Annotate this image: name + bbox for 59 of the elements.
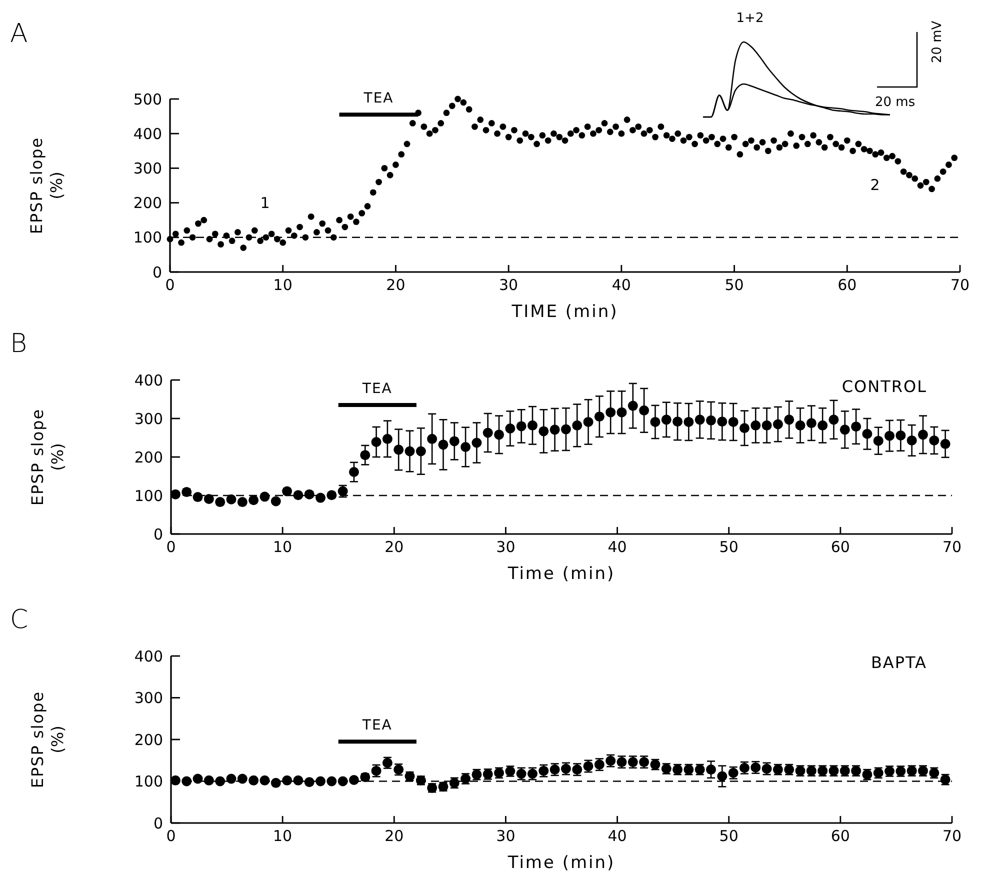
annotation: 1 bbox=[260, 194, 270, 212]
y-tick-label: 200 bbox=[133, 194, 162, 212]
x-tick-label: 50 bbox=[719, 827, 738, 845]
y-tick-label: 0 bbox=[153, 525, 163, 544]
y-axis-title: EPSP slope (%) bbox=[28, 690, 67, 788]
x-tick-label: 20 bbox=[384, 538, 404, 556]
y-axis-title: EPSP slope (%) bbox=[28, 408, 67, 506]
y-tick-label: 100 bbox=[134, 772, 163, 790]
x-tick-label: 0 bbox=[165, 276, 175, 294]
series-label: TEA bbox=[362, 90, 394, 107]
x-tick-label: 40 bbox=[608, 827, 627, 845]
y-tick-label: 100 bbox=[133, 228, 162, 247]
x-tick-label: 10 bbox=[273, 827, 292, 845]
y-tick-label: 400 bbox=[134, 371, 163, 390]
y-tick-label: 300 bbox=[134, 410, 163, 428]
x-tick-label: 60 bbox=[838, 276, 857, 294]
x-axis-title: Time (min) bbox=[506, 853, 616, 873]
x-tick-label: 30 bbox=[496, 827, 516, 845]
x-tick-label: 10 bbox=[273, 276, 292, 294]
annotation: 20 ms bbox=[875, 95, 916, 110]
y-tick-label: 300 bbox=[133, 159, 162, 178]
x-tick-label: 30 bbox=[496, 538, 516, 556]
chart-title: A bbox=[10, 19, 28, 49]
x-tick-label: 70 bbox=[942, 538, 962, 556]
x-tick-label: 70 bbox=[950, 276, 970, 294]
chart-title: C bbox=[10, 605, 28, 635]
x-tick-label: 20 bbox=[384, 827, 404, 845]
x-axis-title: TIME (min) bbox=[510, 302, 618, 322]
x-tick-label: 60 bbox=[830, 827, 850, 845]
x-tick-label: 0 bbox=[166, 827, 176, 845]
x-tick-label: 70 bbox=[942, 827, 962, 845]
x-tick-label: 20 bbox=[386, 276, 406, 294]
y-tick-label: 0 bbox=[152, 263, 162, 282]
y-axis-title: EPSP slope (%) bbox=[27, 136, 66, 234]
x-tick-label: 50 bbox=[724, 276, 744, 294]
y-tick-label: 400 bbox=[134, 647, 163, 666]
x-tick-label: 40 bbox=[608, 538, 627, 556]
chart-subtitle: CONTROL bbox=[842, 377, 927, 396]
y-tick-label: 400 bbox=[133, 124, 162, 143]
x-tick-label: 30 bbox=[499, 276, 518, 294]
y-tick-label: 0 bbox=[153, 814, 163, 832]
series-label: TEA bbox=[361, 381, 392, 398]
chart-subtitle: BAPTA bbox=[870, 653, 927, 672]
y-tick-label: 300 bbox=[134, 689, 163, 707]
x-tick-label: 0 bbox=[166, 538, 176, 556]
y-tick-label: 200 bbox=[134, 448, 163, 466]
x-tick-label: 40 bbox=[612, 276, 631, 294]
x-tick-label: 50 bbox=[719, 538, 738, 556]
x-tick-label: 10 bbox=[273, 538, 292, 556]
y-tick-label: 500 bbox=[133, 90, 162, 108]
x-tick-label: 60 bbox=[830, 538, 850, 556]
x-axis-title: Time (min) bbox=[506, 564, 616, 584]
y-tick-label: 100 bbox=[134, 486, 163, 505]
y-tick-label: 200 bbox=[134, 730, 163, 749]
annotation: 2 bbox=[870, 176, 880, 194]
text: 20 mV bbox=[930, 20, 945, 64]
text: 1+2 bbox=[736, 11, 764, 26]
series-label: TEA bbox=[361, 718, 392, 734]
chart-title: B bbox=[10, 329, 28, 359]
